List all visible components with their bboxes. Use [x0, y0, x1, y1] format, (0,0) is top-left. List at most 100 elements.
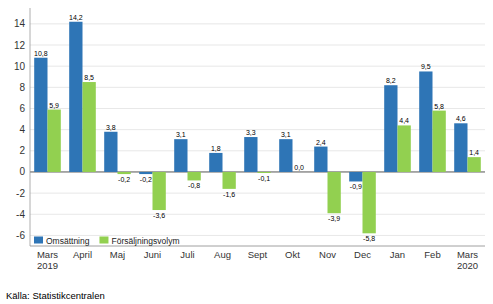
- x-tick-label-line: Okt: [285, 249, 300, 260]
- y-tick-label: -2: [16, 188, 25, 199]
- x-tick-label-line: 2019: [37, 260, 58, 271]
- x-tick-label-line: Sept: [248, 249, 268, 260]
- grid-line: [30, 193, 485, 194]
- x-tick-label-line: Juli: [180, 249, 194, 260]
- bar: [398, 125, 411, 172]
- x-tick-label-line: Mars: [457, 249, 478, 260]
- data-label: -0,2: [140, 176, 152, 183]
- data-label: 4,6: [456, 115, 466, 122]
- y-tick-label: 6: [19, 103, 25, 114]
- bar: [209, 153, 222, 172]
- grid-line: [30, 129, 485, 130]
- x-tick-label-line: Jan: [390, 249, 405, 260]
- chart: -6-4-20246810121410,814,23,8-0,23,11,83,…: [0, 0, 493, 304]
- data-label: 3,3: [246, 129, 256, 136]
- grid-line: [30, 214, 485, 215]
- data-label: 1,4: [469, 149, 479, 156]
- data-label: 10,8: [34, 50, 48, 57]
- data-label: 5,8: [434, 103, 444, 110]
- bar: [454, 123, 467, 172]
- bar: [363, 172, 376, 233]
- x-tick-label: Sept: [248, 249, 268, 260]
- data-label: 3,1: [281, 131, 291, 138]
- y-tick-label: 12: [14, 40, 26, 51]
- data-label: 9,5: [421, 63, 431, 70]
- bar: [83, 82, 96, 172]
- bar: [188, 172, 201, 180]
- legend-label: Omsättning: [46, 236, 90, 246]
- x-axis-line: [30, 246, 485, 247]
- y-tick-label: -4: [16, 209, 25, 220]
- data-label: 8,2: [386, 77, 396, 84]
- x-tick-label-line: Dec: [354, 249, 371, 260]
- data-label: 2,4: [316, 139, 326, 146]
- data-label: -3,9: [328, 215, 340, 222]
- data-label: -5,8: [363, 235, 375, 242]
- data-label: -0,2: [118, 176, 130, 183]
- data-label: -3,6: [153, 212, 165, 219]
- bar: [48, 110, 61, 172]
- y-axis-line: [30, 8, 31, 246]
- legend-swatch: [34, 237, 43, 244]
- x-tick-label: Mars2019: [37, 249, 58, 271]
- bars: [34, 22, 481, 234]
- x-tick-label-line: Nov: [319, 249, 336, 260]
- bar: [349, 172, 362, 182]
- data-label: 14,2: [69, 14, 83, 21]
- data-label: -0,8: [188, 182, 200, 189]
- bar: [34, 58, 47, 172]
- data-label: -0,1: [258, 175, 270, 182]
- x-tick-label: Juli: [180, 249, 194, 260]
- bar: [69, 22, 82, 172]
- bar: [244, 137, 257, 172]
- bar: [258, 172, 271, 173]
- grid-line: [30, 235, 485, 236]
- data-label: -0,9: [350, 183, 362, 190]
- grid-line: [30, 23, 485, 24]
- x-tick-label-line: Mars: [37, 249, 58, 260]
- data-label: 3,8: [106, 124, 116, 131]
- bar: [118, 172, 131, 174]
- bar: [104, 132, 117, 172]
- grid: [30, 24, 485, 236]
- y-tick-label: -6: [16, 230, 25, 241]
- y-tick-label: 8: [19, 82, 25, 93]
- data-label: 5,9: [49, 102, 59, 109]
- data-label: 4,4: [399, 117, 409, 124]
- bar: [468, 157, 481, 172]
- x-tick-label: Feb: [424, 249, 440, 260]
- bar: [384, 85, 397, 172]
- bar: [139, 172, 152, 174]
- data-label: 8,5: [84, 74, 94, 81]
- x-tick-label: Mars2020: [457, 249, 478, 271]
- x-tick-label: Jan: [390, 249, 405, 260]
- data-label: 0,0: [294, 164, 304, 171]
- x-tick-label-line: Juni: [144, 249, 161, 260]
- x-tick-label: Okt: [285, 249, 300, 260]
- grid-line: [30, 108, 485, 109]
- y-tick-label: 4: [19, 124, 25, 135]
- legend: Omsättning Försäljningsvolym: [34, 236, 180, 246]
- x-tick-label: Aug: [214, 249, 231, 260]
- y-tick-label: 2: [19, 145, 25, 156]
- bar: [174, 139, 187, 172]
- grid-line: [30, 87, 485, 88]
- x-tick-label: April: [73, 249, 92, 260]
- data-label: -1,6: [223, 191, 235, 198]
- x-tick-label: Maj: [110, 249, 125, 260]
- source-note: Källa: Statistikcentralen: [6, 290, 105, 301]
- bar: [153, 172, 166, 210]
- bar: [328, 172, 341, 213]
- data-label: 1,8: [211, 145, 221, 152]
- bar: [419, 71, 432, 171]
- bar: [433, 111, 446, 172]
- grid-line: [30, 66, 485, 67]
- bar: [314, 147, 327, 172]
- x-tick-label: Juni: [144, 249, 161, 260]
- y-tick-label: 0: [19, 166, 25, 177]
- x-tick-label-line: Feb: [424, 249, 440, 260]
- x-tick-label: Nov: [319, 249, 336, 260]
- grid-line: [30, 45, 485, 46]
- legend-label: Försäljningsvolym: [111, 236, 179, 246]
- legend-item: Försäljningsvolym: [99, 236, 179, 246]
